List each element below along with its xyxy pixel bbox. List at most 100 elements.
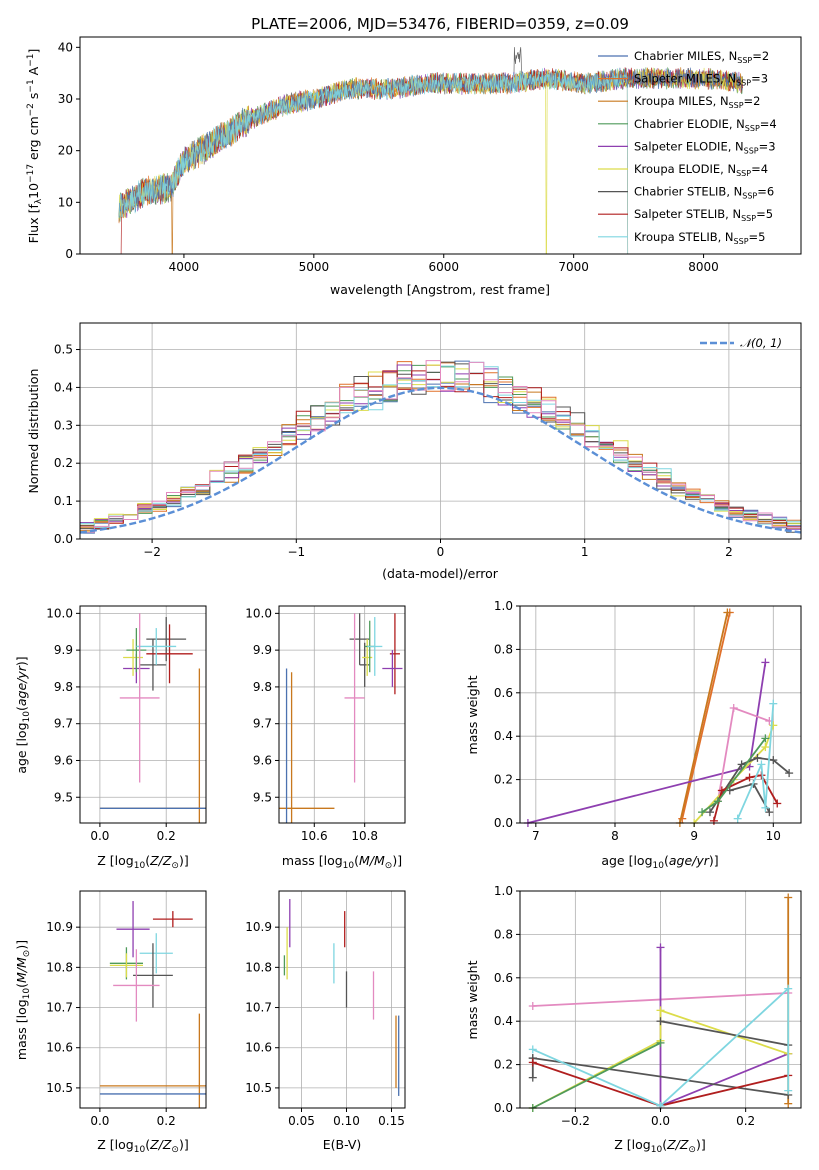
z-age-xlabel: Z [log10(Z/Z⊙)] bbox=[97, 853, 188, 871]
x-tick-label: 0.2 bbox=[157, 829, 176, 843]
y-tick-label: 9.7 bbox=[253, 717, 272, 731]
y-tick-label: 10.6 bbox=[245, 1041, 272, 1055]
weight-line bbox=[679, 612, 729, 824]
y-tick-label: 10.5 bbox=[46, 1081, 73, 1095]
age-weight-frame bbox=[519, 605, 802, 824]
legend-label: Kroupa ELODIE, NSSP=4 bbox=[634, 162, 768, 178]
legend-label: Salpeter ELODIE, NSSP=3 bbox=[634, 139, 776, 155]
x-tick-label: 0.15 bbox=[378, 1114, 405, 1128]
z-age-panel: 0.0 0.2 9.5 9.6 9.7 9.8 9.9 10.0 Z [log10(Z/Z⊙)… bbox=[14, 605, 207, 871]
weight-line bbox=[532, 986, 790, 1107]
spectrum-line bbox=[118, 67, 743, 218]
z-mass-panel: 0.0 0.2 10.5 10.6 10.7 10.8 10.9 Z [log10(Z/Z⊙… bbox=[14, 890, 207, 1155]
histogram-steps bbox=[80, 360, 801, 534]
x-tick-label: 10.8 bbox=[351, 829, 378, 843]
y-tick-label: 0.8 bbox=[494, 927, 513, 941]
y-tick-label: 40 bbox=[58, 40, 73, 54]
z-weight-panel: −0.2 0.0 0.2 0.0 0.2 0.4 0.6 0.8 1.0 Z [log10(Z/… bbox=[465, 884, 802, 1155]
y-tick-label: 10.8 bbox=[46, 960, 73, 974]
y-tick-label: 30 bbox=[58, 92, 73, 106]
error-bars bbox=[99, 901, 206, 1108]
x-tick-label: 0.0 bbox=[90, 829, 109, 843]
x-tick-label: 10.6 bbox=[301, 829, 328, 843]
z-age-frame bbox=[79, 605, 207, 824]
x-tick-label: 0.2 bbox=[736, 1114, 755, 1128]
weight-line bbox=[660, 1020, 789, 1046]
legend-label: Salpeter MILES, NSSP=3 bbox=[634, 72, 768, 88]
residual-histogram-panel: −2 −1 0 1 2 0.0 0.1 0.2 0.3 0.4 0.5 (data-model)/e… bbox=[26, 322, 802, 581]
histogram-ylabel: Normed distribution bbox=[26, 369, 41, 494]
x-tick-label: 0 bbox=[437, 545, 445, 559]
z-weight-xlabel: Z [log10(Z/Z⊙)] bbox=[614, 1137, 705, 1155]
y-tick-label: 10.0 bbox=[46, 606, 73, 620]
y-tick-label: 9.7 bbox=[54, 717, 73, 731]
y-tick-label: 0.4 bbox=[54, 380, 73, 394]
y-tick-label: 20 bbox=[58, 144, 73, 158]
y-tick-label: 0.1 bbox=[54, 494, 73, 508]
legend-label: Chabrier ELODIE, NSSP=4 bbox=[634, 117, 777, 133]
histogram-xlabel: (data-model)/error bbox=[382, 566, 499, 581]
x-tick-label: 0.10 bbox=[333, 1114, 360, 1128]
y-tick-label: 9.5 bbox=[253, 790, 272, 804]
histogram-step bbox=[80, 360, 801, 533]
spectrum-xlabel: wavelength [Angstrom, rest frame] bbox=[330, 282, 550, 297]
y-tick-label: 0.3 bbox=[54, 418, 73, 432]
x-tick-label: 5000 bbox=[299, 260, 330, 274]
spectrum-lines bbox=[118, 47, 743, 254]
spectrum-ylabel: Flux [fλ10−17 erg cm−2 s−1 A−1] bbox=[26, 49, 44, 244]
y-tick-label: 10.9 bbox=[245, 920, 272, 934]
weight-line bbox=[532, 1042, 661, 1109]
weight-line bbox=[532, 1057, 789, 1096]
x-tick-label: 6000 bbox=[428, 260, 459, 274]
x-tick-label: 8 bbox=[611, 829, 619, 843]
y-tick-label: 9.6 bbox=[253, 753, 272, 767]
y-tick-label: 0 bbox=[65, 247, 73, 261]
legend-label: Chabrier MILES, NSSP=2 bbox=[634, 49, 769, 65]
y-tick-label: 0.5 bbox=[54, 343, 73, 357]
y-tick-label: 10.7 bbox=[245, 1001, 272, 1015]
spectrum-legend: Chabrier MILES, NSSP=2 Salpeter MILES, NS… bbox=[598, 49, 777, 246]
legend-label: Kroupa MILES, NSSP=2 bbox=[634, 94, 760, 110]
weight-line bbox=[659, 947, 789, 1108]
error-bars bbox=[283, 899, 400, 1096]
x-tick-label: 7 bbox=[532, 829, 540, 843]
legend-label: Chabrier STELIB, NSSP=6 bbox=[634, 185, 774, 201]
mass-age-frame bbox=[278, 605, 406, 824]
y-tick-label: 0.0 bbox=[54, 532, 73, 546]
y-tick-label: 0.4 bbox=[494, 729, 513, 743]
gaussian-curve bbox=[80, 386, 801, 534]
x-tick-label: −0.2 bbox=[561, 1114, 590, 1128]
y-tick-label: 10.0 bbox=[245, 606, 272, 620]
age-weight-xlabel: age [log10(age/yr)] bbox=[601, 853, 718, 871]
z-age-ylabel: age [log10(age/yr)] bbox=[14, 656, 32, 773]
y-tick-label: 1.0 bbox=[494, 884, 513, 898]
y-tick-label: 0.6 bbox=[494, 686, 513, 700]
y-tick-label: 0.2 bbox=[494, 773, 513, 787]
x-tick-label: 0.0 bbox=[90, 1114, 109, 1128]
y-tick-label: 9.5 bbox=[54, 790, 73, 804]
x-tick-label: 7000 bbox=[558, 260, 589, 274]
x-tick-label: 1 bbox=[581, 545, 589, 559]
gaussian-legend-label: 𝒩(0, 1) bbox=[740, 336, 782, 350]
legend-label: Salpeter STELIB, NSSP=5 bbox=[634, 207, 773, 223]
x-tick-label: 9 bbox=[690, 829, 698, 843]
y-tick-label: 0.0 bbox=[494, 1101, 513, 1115]
spectrum-line bbox=[118, 68, 629, 254]
z-mass-ylabel: mass [log10(M/M⊙)] bbox=[14, 940, 32, 1060]
x-tick-label: 0.2 bbox=[157, 1114, 176, 1128]
y-tick-label: 9.9 bbox=[253, 643, 272, 657]
y-tick-label: 0.2 bbox=[54, 456, 73, 470]
age-weight-ylabel: mass weight bbox=[465, 675, 480, 754]
y-tick-label: 0.2 bbox=[494, 1058, 513, 1072]
y-tick-label: 10 bbox=[58, 195, 73, 209]
spectrum-title: PLATE=2006, MJD=53476, FIBERID=0359, z=0… bbox=[251, 15, 629, 33]
y-tick-label: 0.8 bbox=[494, 642, 513, 656]
spectrum-frame bbox=[79, 36, 802, 255]
histogram-legend: 𝒩(0, 1) bbox=[700, 336, 782, 350]
ebv-mass-panel: 0.05 0.10 0.15 10.5 10.6 10.7 10.8 10.9 E(B-V) bbox=[245, 890, 406, 1152]
weight-line bbox=[527, 662, 767, 824]
y-tick-label: 10.5 bbox=[245, 1081, 272, 1095]
weight-line bbox=[736, 703, 775, 820]
error-bars bbox=[99, 613, 206, 823]
ebv-mass-frame bbox=[278, 890, 406, 1109]
